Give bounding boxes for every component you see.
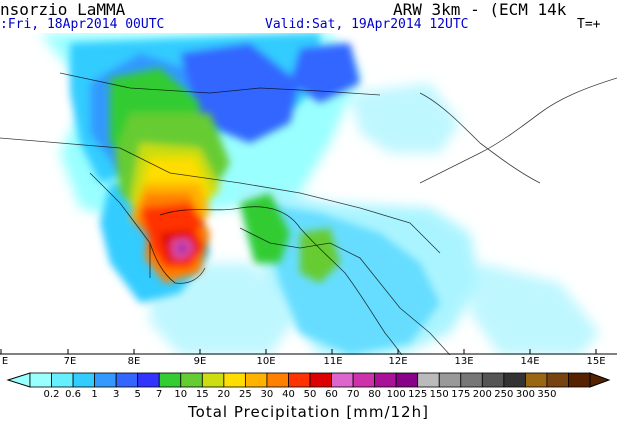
colorbar-tick-label: 60 <box>325 389 338 400</box>
precipitation-colorbar <box>0 372 617 388</box>
colorbar-swatch <box>94 372 117 388</box>
colorbar-tick-label: 0.2 <box>43 389 60 400</box>
colorbar-tick-label: 100 <box>386 389 406 400</box>
lon-label: 12E <box>388 356 408 367</box>
colorbar-swatch <box>180 372 203 388</box>
colorbar-swatch <box>503 372 526 388</box>
colorbar-swatch <box>266 372 289 388</box>
lon-label: 7E <box>63 356 77 367</box>
lon-label: 10E <box>256 356 276 367</box>
issue-date: :Fri, 18Apr2014 00UTC <box>0 17 165 32</box>
colorbar-swatch <box>417 372 440 388</box>
colorbar-tick-label: 125 <box>408 389 428 400</box>
colorbar-swatch <box>51 372 74 388</box>
colorbar-swatch <box>460 372 483 388</box>
alpine-border <box>59 72 381 96</box>
colorbar-tick-label: 30 <box>260 389 274 400</box>
colorbar-tick-label: 175 <box>451 389 471 400</box>
precip-field <box>40 33 600 355</box>
colorbar-title: Total Precipitation [mm/12h] <box>188 403 429 421</box>
colorbar-swatch <box>546 372 569 388</box>
colorbar-tick-label: 10 <box>174 389 188 400</box>
adriatic-north-coast <box>419 92 541 184</box>
precip-heavy-bands <box>110 68 340 283</box>
colorbar-arrow-left <box>6 372 31 388</box>
colorbar-swatch <box>524 372 548 388</box>
colorbar-tick-label: 50 <box>303 389 317 400</box>
lead-time: T=+ <box>577 17 601 32</box>
colorbar-tick-label: 70 <box>346 389 360 400</box>
colorbar-tick-label: 0.6 <box>65 389 82 400</box>
lon-label: 8E <box>127 356 141 367</box>
colorbar-swatch <box>331 372 354 388</box>
colorbar-tick-label: 300 <box>515 389 535 400</box>
colorbar-swatch <box>72 372 96 388</box>
colorbar-tick-label: 5 <box>134 389 141 400</box>
island-outline <box>149 242 206 284</box>
colorbar-swatch <box>244 372 268 388</box>
colorbar-tick-label: 150 <box>429 389 449 400</box>
colorbar-swatch <box>223 372 246 388</box>
header-dates: :Fri, 18Apr2014 00UTC Valid:Sat, 19Apr20… <box>0 17 617 33</box>
colorbar-tick-label: 350 <box>537 389 557 400</box>
regional-border-3 <box>89 172 151 278</box>
lon-label: E <box>1 356 9 367</box>
colorbar-swatch <box>115 372 139 388</box>
colorbar-tick-label: 200 <box>472 389 492 400</box>
valid-date: Valid:Sat, 19Apr2014 12UTC <box>265 17 469 32</box>
colorbar-tick-label: 80 <box>368 389 381 400</box>
colorbar-tick-label: 3 <box>113 389 120 400</box>
colorbar-swatch <box>288 372 311 388</box>
map-svg <box>0 33 617 355</box>
colorbar-swatch <box>309 372 332 388</box>
colorbar-tick-label: 15 <box>195 389 209 400</box>
colorbar-swatch <box>158 372 182 388</box>
regional-border-1 <box>0 137 441 254</box>
colorbar-tick-label: 40 <box>282 389 295 400</box>
coastlines-borders <box>0 72 617 355</box>
producer-title: nsorzio LaMMA <box>0 0 126 18</box>
adriatic-west-coast <box>419 77 617 184</box>
longitude-axis: E 7E 8E 9E 10E 11E 12E 13E 14E 15E <box>0 356 617 370</box>
colorbar-tick-label: 7 <box>156 389 163 400</box>
lon-label: 14E <box>520 356 540 367</box>
lon-label: 11E <box>323 356 343 367</box>
ligurian-coast <box>159 206 403 355</box>
colorbar-swatch <box>481 372 505 388</box>
colorbar-swatch <box>568 372 591 388</box>
header-top: nsorzio LaMMA ARW 3km - (ECM_14k <box>0 0 617 18</box>
colorbar-swatch <box>137 372 160 388</box>
colorbar-tick-label: 250 <box>494 389 514 400</box>
regional-border-2 <box>239 227 451 355</box>
colorbar-tick-label: 1 <box>91 389 98 400</box>
lon-label: 13E <box>454 356 474 367</box>
colorbar-swatch <box>29 372 52 388</box>
lon-label: 15E <box>586 356 606 367</box>
colorbar-swatch <box>395 372 419 388</box>
colorbar-swatch <box>374 372 397 388</box>
colorbar-svg <box>6 372 611 388</box>
graticule-ticks <box>0 349 617 355</box>
colorbar-swatch <box>438 372 462 388</box>
colorbar-tick-label: 20 <box>217 389 231 400</box>
colorbar-swatch <box>352 372 376 388</box>
colorbar-swatch <box>201 372 225 388</box>
lon-label: 9E <box>193 356 207 367</box>
precipitation-map <box>0 33 617 355</box>
colorbar-labels: 0.2 0.6 1 3 5 7 10 15 20 25 30 40 50 60 70 80 100 125 150 1… <box>0 389 617 402</box>
model-title: ARW 3km - (ECM_14k <box>393 0 567 18</box>
colorbar-tick-label: 25 <box>239 389 252 400</box>
colorbar-arrow-right <box>589 372 611 388</box>
